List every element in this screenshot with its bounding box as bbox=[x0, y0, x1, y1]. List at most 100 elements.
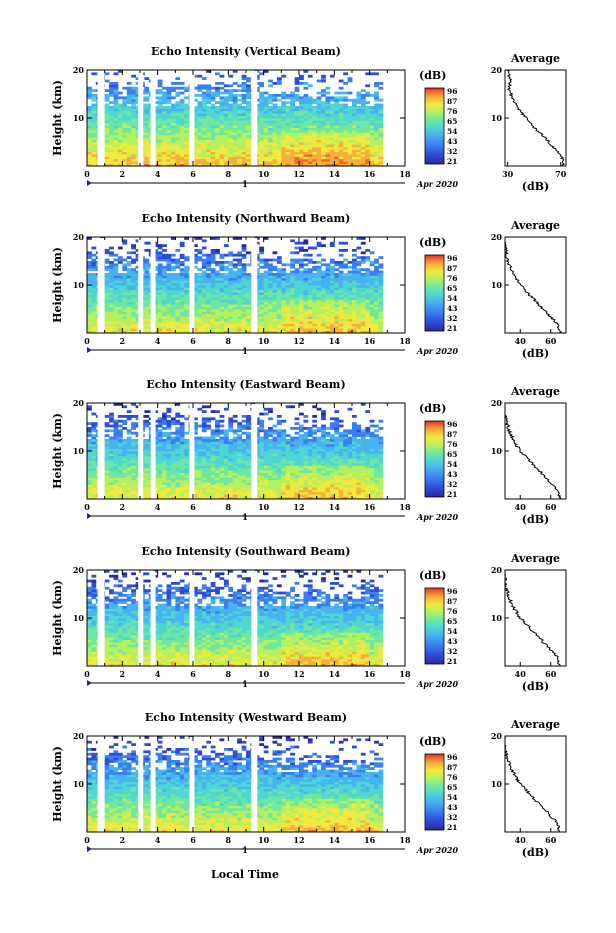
heatmap-cell bbox=[370, 299, 375, 302]
heatmap-cell bbox=[122, 415, 127, 418]
heatmap-cell bbox=[109, 113, 114, 116]
date-label: Apr 2020 bbox=[416, 346, 459, 356]
heatmap-cell bbox=[290, 321, 295, 324]
heatmap-cell bbox=[162, 432, 167, 435]
heatmap-cell bbox=[356, 285, 361, 288]
heatmap-cell bbox=[295, 152, 300, 155]
heatmap-cell bbox=[361, 285, 366, 288]
heatmap-cell bbox=[246, 316, 251, 319]
heatmap-cell bbox=[105, 249, 110, 252]
heatmap-cell bbox=[158, 465, 163, 468]
heatmap-cell bbox=[246, 77, 251, 80]
heatmap-cell bbox=[91, 106, 96, 109]
heatmap-cell bbox=[175, 154, 180, 157]
heatmap-cell bbox=[321, 94, 326, 97]
heatmap-cell bbox=[295, 278, 300, 281]
profile-y-tick-label: 20 bbox=[491, 65, 503, 75]
heatmap-cell bbox=[167, 480, 172, 483]
heatmap-cell bbox=[167, 299, 172, 302]
heatmap-cell bbox=[171, 132, 176, 135]
heatmap-cell bbox=[105, 316, 110, 319]
heatmap-cell bbox=[105, 425, 110, 428]
heatmap-cell bbox=[334, 299, 339, 302]
heatmap-cell bbox=[215, 263, 220, 266]
heatmap-cell bbox=[158, 485, 163, 488]
colorbar-tick-label: 96 bbox=[447, 254, 457, 263]
heatmap-cell bbox=[158, 268, 163, 271]
heatmap-cell bbox=[312, 137, 317, 140]
heatmap-cell bbox=[180, 113, 185, 116]
heatmap-cell bbox=[352, 259, 357, 262]
heatmap-cell bbox=[109, 287, 114, 290]
heatmap-cell bbox=[352, 118, 357, 121]
heatmap-cell bbox=[299, 142, 304, 145]
heatmap-cell bbox=[370, 263, 375, 266]
heatmap-cell bbox=[144, 159, 149, 162]
heatmap-cell bbox=[184, 123, 189, 126]
heatmap-cell bbox=[87, 405, 92, 408]
heatmap-cell bbox=[361, 268, 366, 271]
heatmap-cell bbox=[184, 152, 189, 155]
heatmap-cell bbox=[162, 292, 167, 295]
heatmap-cell bbox=[167, 314, 172, 317]
heatmap-cell bbox=[87, 132, 92, 135]
heatmap-cell bbox=[273, 323, 278, 326]
heatmap-cell bbox=[87, 307, 92, 310]
heatmap-cell bbox=[197, 292, 202, 295]
heatmap-cell bbox=[162, 453, 167, 456]
heatmap-cell bbox=[286, 116, 291, 119]
heatmap-cell bbox=[281, 108, 286, 111]
heatmap-cell bbox=[202, 285, 207, 288]
heatmap-cell bbox=[259, 84, 264, 87]
heatmap-cell bbox=[246, 101, 251, 104]
heatmap-cell bbox=[259, 128, 264, 131]
heatmap-cell bbox=[281, 94, 286, 97]
heatmap-cell bbox=[308, 302, 313, 305]
profile-title: Average bbox=[510, 52, 560, 65]
heatmap-cell bbox=[211, 328, 216, 331]
heatmap-cell bbox=[171, 487, 176, 490]
heatmap-cell bbox=[171, 275, 176, 278]
heatmap-cell bbox=[118, 449, 123, 452]
heatmap-cell bbox=[127, 458, 132, 461]
heatmap-cell bbox=[162, 475, 167, 478]
heatmap-cell bbox=[175, 108, 180, 111]
heatmap-cell bbox=[242, 256, 247, 259]
heatmap-cell bbox=[131, 130, 136, 133]
heatmap-cell bbox=[330, 299, 335, 302]
heatmap-cell bbox=[211, 314, 216, 317]
heatmap-cell bbox=[370, 251, 375, 254]
heatmap-cell bbox=[122, 144, 127, 147]
heatmap-cell bbox=[197, 314, 202, 317]
heatmap-cell bbox=[273, 316, 278, 319]
heatmap-cell bbox=[206, 299, 211, 302]
heatmap-cell bbox=[365, 297, 370, 300]
heatmap-cell bbox=[374, 283, 379, 286]
heatmap-cell bbox=[242, 323, 247, 326]
heatmap-cell bbox=[197, 156, 202, 159]
heatmap-cell bbox=[326, 118, 331, 121]
heatmap-cell bbox=[105, 323, 110, 326]
heatmap-cell bbox=[273, 149, 278, 152]
heatmap-cell bbox=[202, 278, 207, 281]
heatmap-cell bbox=[370, 290, 375, 293]
heatmap-cell bbox=[361, 297, 366, 300]
heatmap-cell bbox=[233, 140, 238, 143]
heatmap-cell bbox=[158, 244, 163, 247]
heatmap-cell bbox=[228, 108, 233, 111]
heatmap-cell bbox=[237, 268, 242, 271]
heatmap-cell bbox=[171, 326, 176, 329]
heatmap-cell bbox=[118, 307, 123, 310]
heatmap-cell bbox=[131, 494, 136, 497]
heatmap-cell bbox=[202, 273, 207, 276]
heatmap-cell bbox=[374, 106, 379, 109]
heatmap-cell bbox=[339, 152, 344, 155]
heatmap-cell bbox=[286, 135, 291, 138]
heatmap-cell bbox=[87, 123, 92, 126]
heatmap-cell bbox=[361, 283, 366, 286]
heatmap-cell bbox=[211, 249, 216, 252]
heatmap-cell bbox=[374, 292, 379, 295]
heatmap-cell bbox=[299, 132, 304, 135]
heatmap-cell bbox=[127, 441, 132, 444]
heatmap-cell bbox=[330, 128, 335, 131]
